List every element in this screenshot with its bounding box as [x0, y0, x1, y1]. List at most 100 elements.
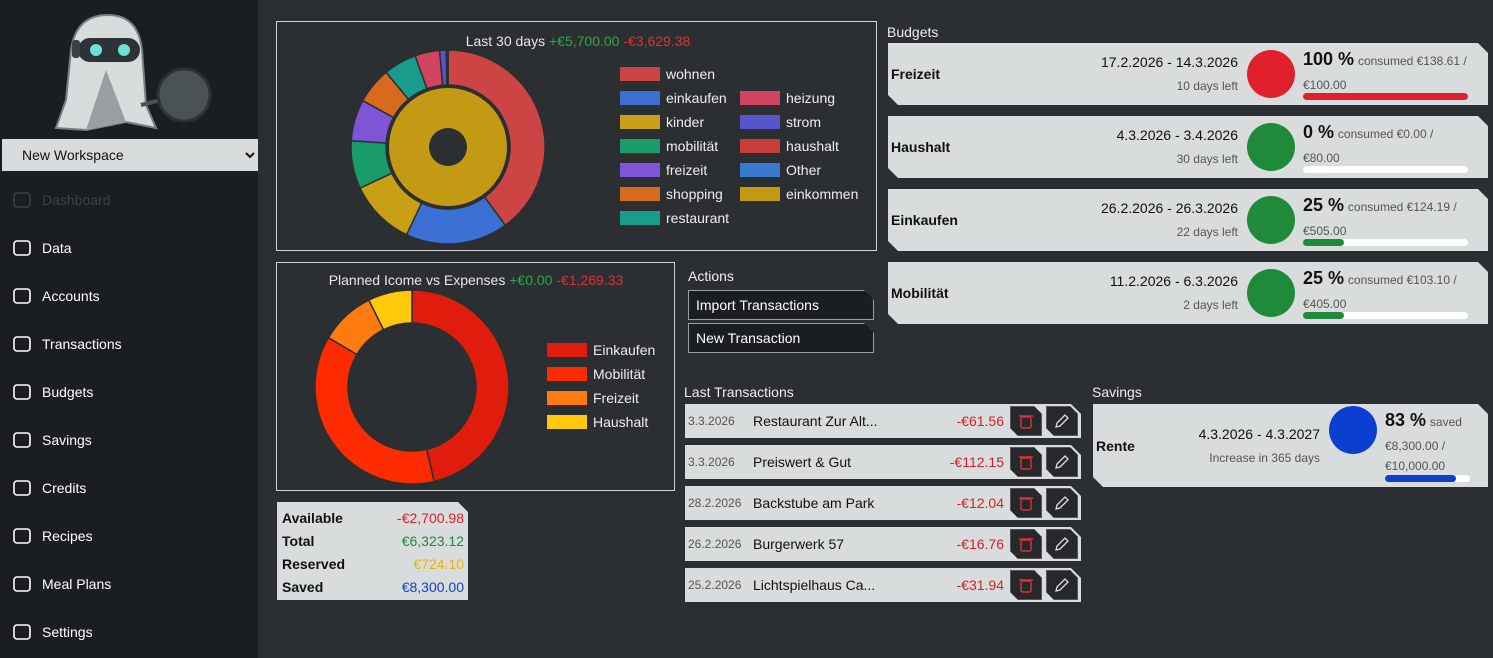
- budget-card: Mobilität 11.2.2026 - 6.3.2026 2 days left…: [888, 262, 1488, 324]
- legend-swatch: [620, 67, 660, 81]
- progress-track: [1303, 239, 1468, 246]
- delete-button[interactable]: [1010, 570, 1042, 600]
- card-name: Haushalt: [891, 139, 951, 155]
- summary-label: Reserved: [282, 556, 346, 572]
- summary-label: Available: [282, 510, 343, 526]
- status-dot: [1247, 269, 1295, 317]
- nav-item[interactable]: Dashboard: [0, 182, 258, 218]
- delete-button[interactable]: [1010, 529, 1042, 559]
- legend-swatch: [740, 163, 780, 177]
- legend-swatch: [547, 367, 587, 381]
- legend-swatch: [547, 343, 587, 357]
- donut-segment: [447, 49, 546, 227]
- transaction-row: 25.2.2026 Lichtspielhaus Ca... -€31.94: [685, 568, 1081, 602]
- icon-shape: [13, 192, 31, 208]
- summary-label: Saved: [282, 579, 324, 595]
- action-button[interactable]: New Transaction: [688, 323, 874, 353]
- delete-icon: [1019, 415, 1033, 429]
- edit-button[interactable]: [1046, 570, 1078, 600]
- nav-label: Recipes: [42, 528, 93, 544]
- transaction-date: 26.2.2026: [688, 537, 742, 551]
- transaction-date: 3.3.2026: [688, 455, 735, 469]
- card-note: Increase in 365 days: [1209, 450, 1320, 465]
- edit-button[interactable]: [1046, 447, 1078, 477]
- icon-shape: [1055, 414, 1069, 428]
- icon-shape: [13, 528, 31, 544]
- action-button[interactable]: Import Transactions: [688, 290, 874, 320]
- limit-text: €505.00: [1303, 224, 1347, 238]
- icon-shape: [1020, 457, 1032, 470]
- limit-text: €100.00: [1303, 78, 1347, 92]
- donut-segment: [389, 88, 507, 206]
- nav-label: Credits: [42, 480, 87, 496]
- card-note: 22 days left: [1176, 225, 1238, 239]
- percent-label: 83 %: [1385, 410, 1427, 430]
- percent-text: consumed €0.00 /: [1337, 127, 1434, 141]
- legend-label: haushalt: [786, 138, 839, 154]
- nav-item[interactable]: Data: [0, 230, 258, 266]
- nav-label: Budgets: [42, 384, 94, 400]
- summary-label: Total: [282, 533, 315, 549]
- percent-label: 100 %: [1303, 49, 1355, 69]
- icon-shape: [1020, 416, 1032, 429]
- legend-swatch: [740, 139, 780, 153]
- nav-item[interactable]: Accounts: [0, 278, 258, 314]
- sidebar: New Workspace Dashboard Data Accounts Trans…: [0, 0, 258, 658]
- nav-item[interactable]: Transactions: [0, 326, 258, 362]
- legend-label: wohnen: [666, 66, 716, 82]
- icon-shape: [1055, 496, 1069, 510]
- nav-icon: [13, 480, 31, 496]
- legend-swatch: [740, 115, 780, 129]
- transaction-amount: -€61.56: [956, 413, 1004, 429]
- transaction-name: Backstube am Park: [753, 495, 875, 511]
- icon-shape: [1020, 580, 1032, 593]
- nav-item[interactable]: Savings: [0, 422, 258, 458]
- percent-line: 25 % consumed €103.10 /: [1303, 268, 1478, 289]
- nav-item[interactable]: Settings: [0, 614, 258, 650]
- legend-swatch: [620, 163, 660, 177]
- card-range: 4.3.2026 - 4.3.2027: [1198, 425, 1320, 442]
- budget-card: Freizeit 17.2.2026 - 14.3.2026 10 days lef…: [888, 43, 1488, 105]
- percent-line: 83 % saved: [1385, 410, 1488, 431]
- percent-line: 25 % consumed €124.19 /: [1303, 195, 1478, 216]
- legend-swatch: [620, 211, 660, 225]
- nav-item[interactable]: Budgets: [0, 374, 258, 410]
- icon-shape: [1020, 498, 1032, 511]
- card-name: Einkaufen: [891, 212, 958, 228]
- section-title: Savings: [1092, 384, 1142, 400]
- legend-label: kinder: [666, 114, 705, 130]
- transaction-name: Restaurant Zur Alt...: [753, 413, 878, 429]
- target-text: €10,000.00: [1385, 459, 1446, 473]
- card-note: 10 days left: [1176, 79, 1238, 93]
- donut-segment: [367, 289, 413, 331]
- nav-item[interactable]: Recipes: [0, 518, 258, 554]
- nav-icon: [13, 384, 31, 400]
- transaction-date: 25.2.2026: [688, 578, 742, 592]
- icon-shape: [1055, 537, 1069, 551]
- chart-panel: Last 30 days +€5,700.00 -€3,629.38 wohnen…: [276, 21, 877, 251]
- percent-label: 25 %: [1303, 195, 1345, 215]
- edit-icon: [1055, 496, 1069, 510]
- edit-button[interactable]: [1046, 529, 1078, 559]
- workspace-select[interactable]: New Workspace: [2, 139, 258, 171]
- legend-label: mobilität: [666, 138, 719, 154]
- progress-fill: [1303, 93, 1468, 100]
- nav-item[interactable]: Credits: [0, 470, 258, 506]
- legend-label: restaurant: [666, 210, 730, 226]
- edit-button[interactable]: [1046, 406, 1078, 436]
- legend-swatch: [620, 115, 660, 129]
- icon-shape: [1055, 578, 1069, 592]
- budget-card: Einkaufen 26.2.2026 - 26.3.2026 22 days le…: [888, 189, 1488, 251]
- delete-button[interactable]: [1010, 488, 1042, 518]
- legend-label: freizeit: [666, 162, 708, 178]
- nav-item[interactable]: Meal Plans: [0, 566, 258, 602]
- transaction-date: 28.2.2026: [688, 496, 742, 510]
- percent-line: 100 % consumed €138.61 /: [1303, 49, 1478, 70]
- edit-icon: [1055, 537, 1069, 551]
- edit-button[interactable]: [1046, 488, 1078, 518]
- logo: [54, 13, 212, 132]
- legend-label: strom: [786, 114, 821, 130]
- legend-swatch: [620, 139, 660, 153]
- delete-button[interactable]: [1010, 406, 1042, 436]
- delete-button[interactable]: [1010, 447, 1042, 477]
